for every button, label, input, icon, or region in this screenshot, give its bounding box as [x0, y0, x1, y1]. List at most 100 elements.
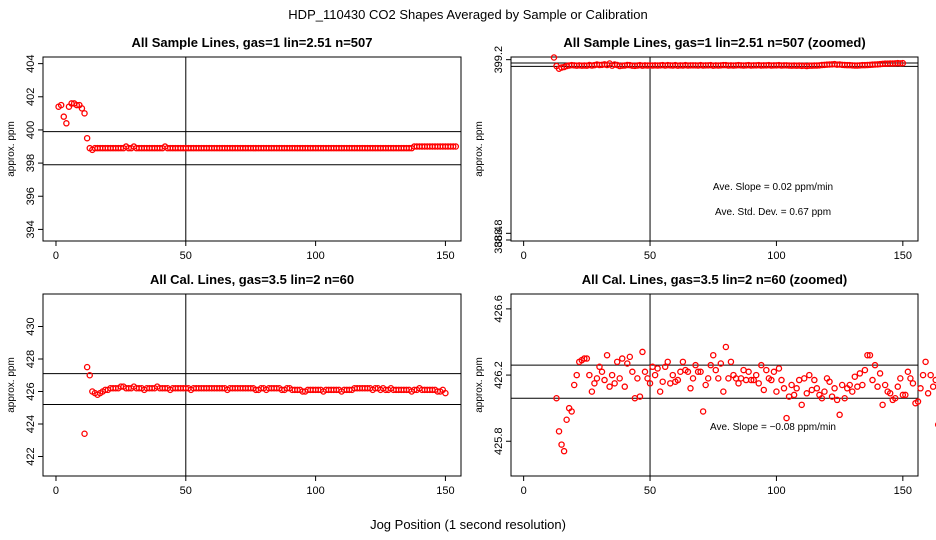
y-tick-label: 422	[25, 447, 37, 465]
data-point	[634, 375, 641, 382]
data-point	[783, 414, 790, 422]
y-tick-label: 424	[25, 415, 37, 433]
y-tick-label: 402	[25, 88, 37, 106]
data-point	[831, 385, 838, 392]
data-point	[927, 371, 934, 379]
data-point	[694, 368, 702, 376]
data-point	[876, 370, 884, 377]
plot-frame	[510, 293, 919, 477]
data-point	[780, 385, 788, 392]
data-point	[83, 363, 91, 371]
data-point	[608, 371, 616, 379]
data-point	[591, 380, 598, 387]
data-point	[81, 430, 88, 437]
y-axis-label: approx. ppm	[474, 357, 485, 413]
data-point	[715, 375, 722, 382]
chart-panel-3: All Cal. Lines, gas=3.5 lin=2 n=60 approx…	[6, 272, 462, 497]
y-tick-label: 400	[25, 121, 37, 139]
y-tick-label: 388.4	[493, 226, 505, 254]
data-point	[654, 365, 661, 372]
panel-title: All Cal. Lines, gas=3.5 lin=2 n=60 (zoom…	[582, 272, 848, 287]
data-point	[818, 394, 826, 402]
annotation-text: Ave. Std. Dev. = 0.67 ppm	[715, 207, 831, 218]
data-point	[560, 447, 568, 455]
annotation-text: Ave. Slope = −0.08 ppm/min	[710, 422, 836, 433]
panel-title: All Sample Lines, gas=1 lin=2.51 n=507 (…	[563, 35, 865, 50]
x-tick-label: 0	[521, 485, 527, 497]
data-point	[725, 375, 732, 382]
data-point	[692, 361, 699, 369]
data-point	[583, 355, 591, 362]
data-point	[798, 401, 805, 409]
data-point	[598, 368, 606, 376]
chart-panel-1: All Sample Lines, gas=1 lin=2.51 n=507 ap…	[6, 35, 462, 262]
y-tick-label: 426	[25, 382, 37, 400]
y-tick-label: 396	[25, 187, 37, 205]
data-point	[856, 370, 864, 377]
figure-title: HDP_110430 CO2 Shapes Averaged by Sample…	[288, 7, 647, 22]
plot-frame	[42, 56, 462, 242]
data-point	[849, 388, 856, 395]
data-point	[859, 381, 866, 389]
y-tick-label: 404	[25, 54, 37, 72]
data-point	[917, 385, 924, 392]
data-point	[813, 385, 821, 392]
x-tick-label: 150	[436, 485, 454, 497]
data-point	[800, 375, 808, 382]
data-point	[914, 398, 922, 405]
data-point	[596, 363, 603, 371]
data-point	[555, 428, 563, 435]
data-point	[661, 363, 669, 371]
data-point	[712, 366, 720, 374]
data-point	[871, 361, 879, 369]
data-point	[646, 380, 654, 387]
data-point	[568, 408, 575, 415]
data-point	[803, 390, 811, 397]
data-point	[613, 358, 621, 366]
data-point	[826, 378, 833, 385]
data-point	[833, 396, 841, 404]
chart-panel-2: All Sample Lines, gas=1 lin=2.51 n=507 (…	[474, 35, 919, 262]
data-point	[651, 371, 659, 379]
data-point	[659, 378, 666, 385]
data-point	[699, 408, 707, 415]
data-point	[704, 375, 712, 382]
data-point	[752, 371, 760, 379]
data-point	[717, 360, 725, 367]
data-point	[452, 143, 460, 150]
y-tick-label: 426.6	[493, 295, 505, 323]
data-point	[611, 380, 618, 387]
data-point	[778, 376, 785, 384]
data-point	[73, 101, 81, 109]
y-tick-label: 398	[25, 154, 37, 172]
data-point	[702, 381, 709, 389]
data-point	[735, 380, 742, 387]
data-point	[618, 355, 626, 362]
plot-frame	[42, 293, 462, 477]
y-tick-label: 399.2	[493, 46, 505, 74]
data-point	[924, 390, 932, 397]
data-point	[768, 376, 775, 384]
y-tick-label: 430	[25, 317, 37, 335]
data-point	[603, 351, 611, 359]
data-point	[773, 388, 780, 395]
data-point	[687, 385, 694, 392]
x-tick-label: 150	[436, 250, 454, 262]
data-point	[86, 371, 93, 379]
data-point	[581, 355, 588, 362]
data-point	[770, 368, 778, 376]
data-point	[558, 441, 565, 448]
data-point	[821, 388, 828, 395]
x-tick-label: 0	[521, 250, 527, 262]
figure-x-axis-label: Jog Position (1 second resolution)	[370, 517, 566, 532]
x-tick-label: 150	[894, 485, 912, 497]
data-point	[902, 391, 909, 399]
data-point	[83, 134, 91, 142]
data-point	[601, 376, 608, 384]
data-point	[899, 391, 907, 399]
data-point	[707, 361, 714, 369]
data-point	[894, 383, 902, 390]
data-point	[449, 143, 457, 150]
data-point	[861, 366, 869, 374]
